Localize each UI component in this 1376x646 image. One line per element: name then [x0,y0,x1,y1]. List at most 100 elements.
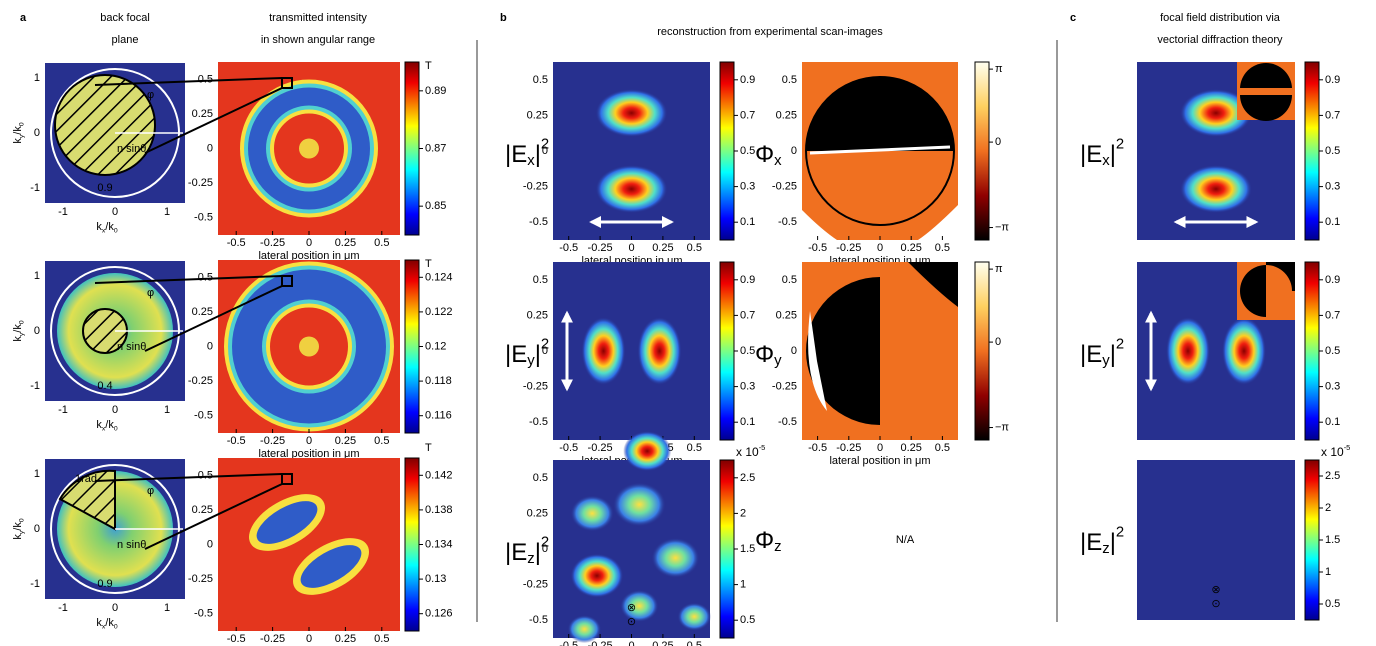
row-label-part: z [527,551,534,567]
colorbar-scale-part: x 10 [736,445,759,459]
row-label-part: Φ [755,141,774,168]
y-tick-label: 0 [207,143,213,155]
wedge-label: 1rad [75,473,97,485]
colorbar-tick-label: 0.1 [740,416,755,428]
colorbar-tick-label: 0.87 [425,143,446,155]
y-tick-label: -1 [30,578,40,590]
x-tick-label: 0.5 [687,442,702,454]
x-tick-label: 0.25 [652,640,673,646]
colorbar-tick-label: 0.5 [1325,145,1340,157]
colorbar [1305,62,1319,240]
row-label-part: Φ [755,527,774,554]
colorbar-unit: T [425,442,432,454]
row-label-part: x [774,153,782,169]
x-tick-label: -0.5 [808,242,827,254]
y-tick-label: 0.25 [192,108,213,120]
intensity-spot [1180,165,1252,213]
row-label: |Ex|2 [1080,136,1124,169]
y-tick-label: 0.5 [198,469,213,481]
x-axis-label-part: 0 [114,227,118,234]
colorbar-tick-label: 0.5 [1325,345,1340,357]
y-tick-label: -0.5 [194,410,213,422]
intensity-spot [638,317,682,385]
colorbar [405,62,419,235]
panel-title: reconstruction from experimental scan-im… [657,26,883,38]
y-axis-label-part: 0 [18,320,25,324]
y-tick-label: -1 [30,182,40,194]
row-label: |Ey|2 [1080,336,1124,369]
inset-region [1237,88,1295,94]
x-tick-label: -1 [58,602,68,614]
colorbar-tick-label: 0.12 [425,341,446,353]
x-tick-label: 1 [164,404,170,416]
x-tick-label: -1 [58,404,68,416]
y-axis-label: ky/k0 [12,518,25,539]
colorbar-scale: x 10-5 [1321,443,1350,459]
x-tick-label: 0 [306,237,312,249]
x-tick-label: 0.5 [374,435,389,447]
x-tick-label: -0.5 [227,633,246,645]
y-tick-label: -0.25 [523,381,548,393]
colorbar [405,458,419,631]
colorbar [975,62,989,240]
x-tick-label: -0.5 [808,442,827,454]
y-tick-label: 0.25 [776,309,797,321]
intensity-spot [678,603,712,631]
colorbar-tick-label: 0.5 [740,345,755,357]
colorbar-tick-label: 0.3 [740,181,755,193]
colorbar-tick-label: 0.1 [1325,216,1340,228]
y-tick-label: 0.25 [776,109,797,121]
x-tick-label: 0.5 [935,442,950,454]
field-map [553,262,710,440]
y-tick-label: -0.25 [188,375,213,387]
y-tick-label: -0.5 [778,216,797,228]
hatched-aperture [55,75,155,175]
row-label-part: z [774,539,781,555]
colorbar-tick-label: 0.9 [740,274,755,286]
colorbar [1305,262,1319,440]
x-tick-label: -0.5 [227,435,246,447]
intensity-spot [623,431,671,471]
x-tick-label: 0.25 [900,242,921,254]
colorbar-tick-label: 0.9 [740,74,755,86]
colorbar-tick-label: 0.85 [425,200,446,212]
colorbar-tick-label: 2 [740,507,746,519]
y-tick-label: -0.25 [188,177,213,189]
na-label: 0.4 [97,380,112,392]
row-label: Φz [755,527,782,556]
colorbar-tick-label: 0.9 [1325,74,1340,86]
x-tick-label: -0.5 [227,237,246,249]
y-tick-label: 0.25 [527,309,548,321]
x-tick-label: 0 [877,442,883,454]
x-tick-label: -0.5 [559,242,578,254]
x-tick-label: -0.25 [836,442,861,454]
y-tick-label: 0 [34,523,40,535]
y-tick-label: 0.25 [527,507,548,519]
x-tick-label: -0.25 [260,435,285,447]
x-tick-label: 0.5 [374,237,389,249]
angle-label: φ [147,89,154,101]
x-tick-label: 1 [164,602,170,614]
intensity-spot [299,337,319,357]
y-tick-label: 0.5 [782,74,797,86]
field-map [553,62,710,240]
y-tick-label: 0.25 [527,109,548,121]
colorbar-tick-label: 0.3 [1325,181,1340,193]
row-label-part: y [774,353,782,369]
colorbar-tick-label: 0.5 [740,614,755,626]
y-tick-label: -0.5 [778,416,797,428]
row-label-part: 2 [1116,524,1124,540]
colorbar-tick-label: 2.5 [1325,470,1340,482]
x-tick-label: 0.25 [335,435,356,447]
na-label: 0.9 [97,578,112,590]
colorbar-tick-label: 0.122 [425,306,453,318]
colorbar-tick-label: 0.1 [740,216,755,228]
colorbar-tick-label: 0.9 [1325,274,1340,286]
angle-label: φ [147,287,154,299]
colorbar-tick-label: 0.7 [1325,109,1340,121]
y-tick-label: 0.5 [198,73,213,85]
colorbar-scale-part: x 10 [1321,445,1344,459]
y-tick-label: -0.25 [188,573,213,585]
colorbar-tick-label: 0.89 [425,85,446,97]
x-axis-label-part: 0 [114,425,118,432]
